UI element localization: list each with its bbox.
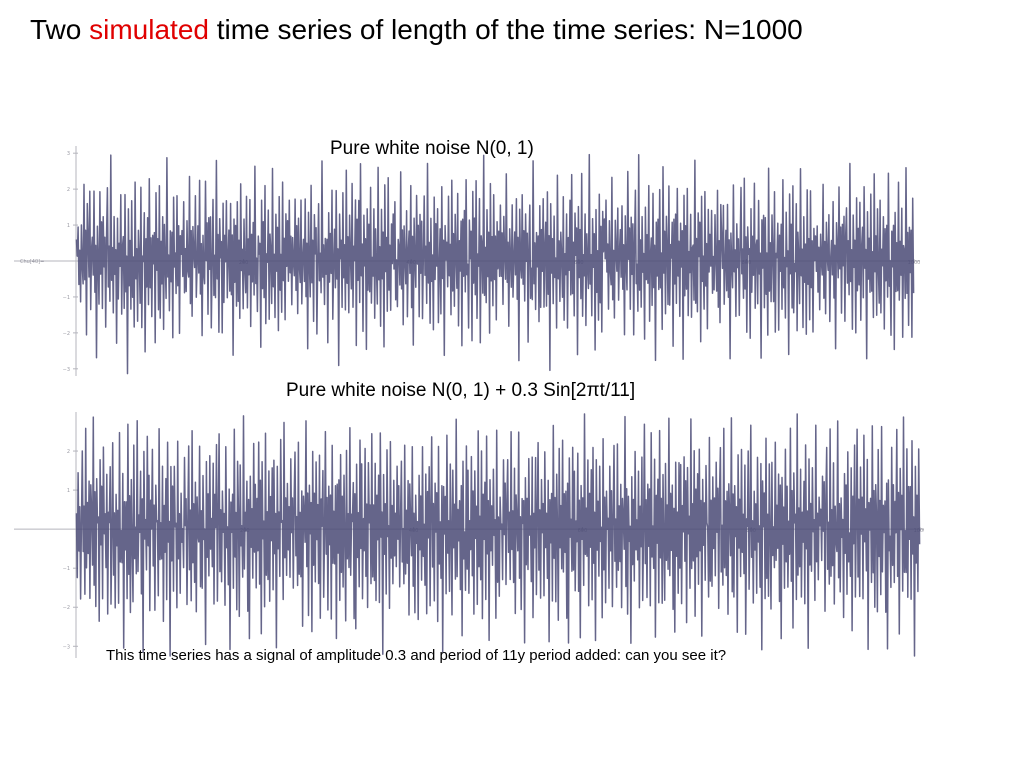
title-accent-word: simulated — [89, 14, 209, 45]
y-tick-label: 3 — [67, 151, 70, 157]
y-tick-label: −2 — [63, 331, 70, 337]
footnote: This time series has a signal of amplitu… — [106, 647, 727, 664]
y-tick-label: −1 — [63, 566, 70, 572]
y-tick-label: −3 — [63, 644, 70, 650]
y-tick-label: −2 — [63, 605, 70, 611]
y-tick-label: 1 — [67, 223, 70, 229]
title-suffix: time series of length of the time series… — [208, 14, 803, 45]
y-tick-label: 1 — [67, 488, 70, 494]
series-line — [75, 153, 915, 375]
y-tick-label: −1 — [63, 295, 70, 301]
y-tick-label: 2 — [67, 449, 70, 455]
slide-title: Two simulated time series of length of t… — [30, 14, 803, 46]
y-tick-label: 2 — [67, 187, 70, 193]
y-axis-label: Chu[40]= — [20, 259, 44, 265]
series-line — [75, 413, 921, 657]
title-prefix: Two — [30, 14, 90, 45]
chart-1-title: Pure white noise N(0, 1) — [330, 138, 534, 159]
y-tick-label: −3 — [63, 367, 70, 373]
chart-2-title: Pure white noise N(0, 1) + 0.3 Sin[2πt/1… — [286, 380, 636, 401]
